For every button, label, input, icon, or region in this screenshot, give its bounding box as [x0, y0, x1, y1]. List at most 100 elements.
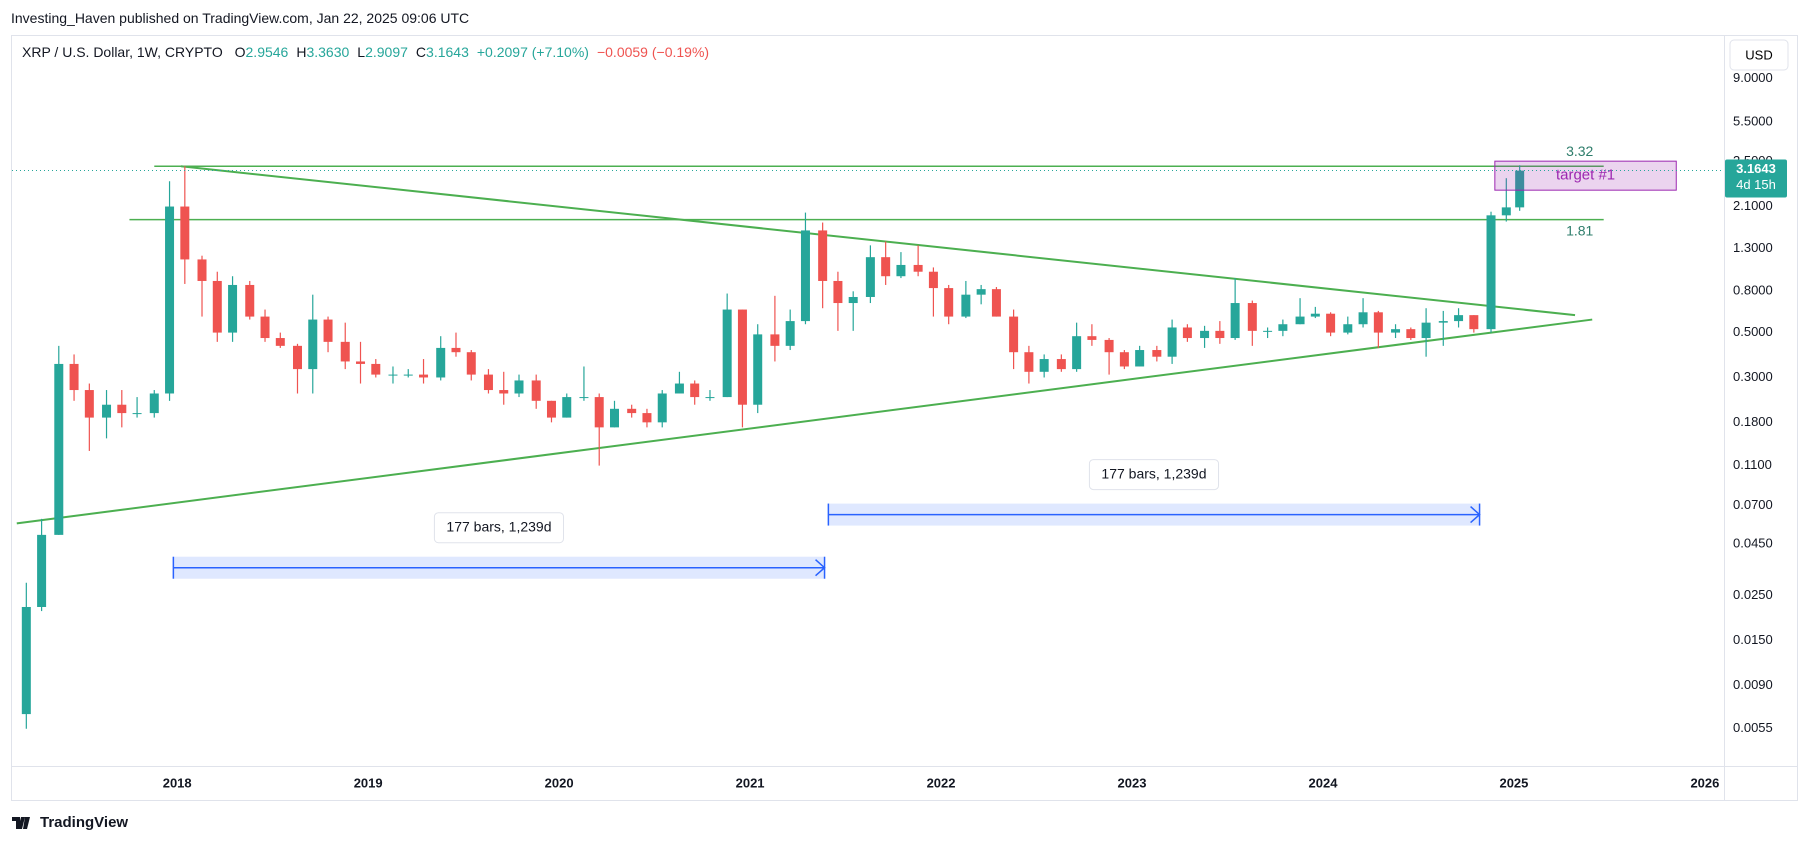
y-tick-label: 0.0450: [1733, 536, 1773, 551]
x-tick-label: 2024: [1309, 775, 1339, 790]
target-box: [1494, 160, 1677, 191]
x-tick-label: 2018: [163, 775, 192, 790]
legend-change-after: −0.0059 (−0.19%): [596, 44, 710, 60]
candle-body: [627, 408, 637, 414]
candle-body: [212, 280, 222, 333]
range-arrow: [815, 559, 826, 577]
x-tick-label: 2026: [1690, 775, 1719, 790]
candle-body: [1373, 312, 1383, 333]
candle-body: [340, 341, 350, 362]
candle-body: [228, 284, 238, 333]
candle-body: [961, 294, 971, 317]
legend-value: 2.9097: [365, 44, 408, 60]
y-tick-label: 0.0700: [1733, 497, 1773, 512]
x-tick-label: 2019: [354, 775, 383, 790]
y-tick-label: 0.8000: [1733, 283, 1773, 298]
candle-body: [1215, 330, 1225, 339]
candle-body: [1263, 330, 1273, 332]
candle-body: [466, 352, 476, 375]
x-tick-label: 2022: [927, 775, 956, 790]
candle-body: [483, 374, 493, 391]
candle-body: [1182, 327, 1192, 339]
legend-value: 3.1643: [426, 44, 469, 60]
candle-body: [197, 259, 207, 281]
candle-body: [833, 280, 843, 304]
candle-body: [1119, 352, 1129, 367]
candle-body: [1135, 350, 1145, 367]
range-arrow: [1470, 506, 1481, 524]
y-tick-label: 2.1000: [1733, 198, 1773, 213]
y-tick-label: 0.3000: [1733, 369, 1773, 384]
legend-change: +0.2097 (+7.10%): [476, 44, 589, 60]
candle-body: [609, 408, 619, 428]
footer: TradingView: [12, 814, 128, 831]
y-tick-label: 5.5000: [1733, 113, 1773, 128]
candle-body: [165, 206, 175, 394]
candle-body: [642, 413, 652, 423]
currency-button[interactable]: [1729, 39, 1789, 71]
logo: [12, 816, 30, 829]
level-label: 3.32: [1566, 143, 1593, 159]
candle-body: [117, 404, 127, 414]
y-tick-label: 0.1100: [1733, 457, 1772, 472]
candle-body: [1515, 170, 1525, 208]
last-price-box: [1725, 159, 1787, 198]
range-label: 177 bars, 1,239d: [446, 518, 551, 534]
candle-body: [102, 404, 112, 418]
trend-line: [16, 318, 1593, 525]
legend-key: O: [234, 44, 246, 60]
candle-body: [514, 380, 524, 394]
x-tick-label: 2020: [545, 775, 574, 790]
y-tick-label: 0.0250: [1733, 587, 1773, 602]
candle-body: [1421, 322, 1431, 339]
candle-body: [180, 206, 190, 260]
legend-value: 2.9546: [245, 44, 289, 60]
symbol: XRP / U.S. Dollar, 1W, CRYPTO: [22, 44, 223, 60]
candle-body: [1024, 352, 1034, 372]
range-label-box: [1088, 459, 1220, 491]
candle-body: [1056, 359, 1066, 370]
candle-body: [1104, 339, 1114, 353]
candle-body: [579, 397, 589, 399]
candle-body: [594, 397, 604, 428]
range-label-box: [433, 512, 565, 544]
candle-body: [928, 271, 938, 289]
candle-body: [770, 334, 780, 346]
candle-body: [1501, 207, 1511, 216]
currency-label: USD: [1745, 47, 1772, 62]
candle-body: [818, 230, 828, 281]
candle-body: [388, 374, 398, 376]
candle-body: [1486, 215, 1496, 330]
x-tick-label: 2025: [1499, 775, 1528, 790]
candle-body: [690, 383, 700, 398]
candle-body: [1391, 329, 1401, 333]
candle-body: [436, 347, 446, 378]
candle-body: [1278, 324, 1288, 331]
candle-body: [419, 374, 429, 378]
candle-body: [705, 397, 715, 399]
candle-body: [800, 230, 810, 322]
y-tick-label: 0.0055: [1733, 720, 1773, 735]
x-tick-label: 2023: [1118, 775, 1147, 790]
candle-body: [1469, 315, 1479, 330]
candle-body: [451, 347, 461, 353]
candle-body: [21, 606, 31, 715]
candle-body: [1326, 313, 1336, 333]
legend-key: H: [296, 44, 307, 60]
candle-body: [1295, 316, 1305, 325]
chart-frame: [11, 35, 1798, 801]
candle-body: [260, 316, 270, 339]
candle-body: [1310, 313, 1320, 317]
candle-body: [1230, 303, 1240, 339]
last-price-label: 3.1643: [1736, 161, 1776, 176]
y-tick-label: 0.5000: [1733, 324, 1773, 339]
candle-body: [69, 363, 79, 391]
candle-body: [323, 319, 333, 342]
candle-body: [531, 380, 541, 401]
candle-body: [403, 374, 413, 376]
candle-body: [896, 264, 906, 277]
legend-key: C: [415, 44, 427, 60]
candle-body: [1009, 316, 1019, 353]
